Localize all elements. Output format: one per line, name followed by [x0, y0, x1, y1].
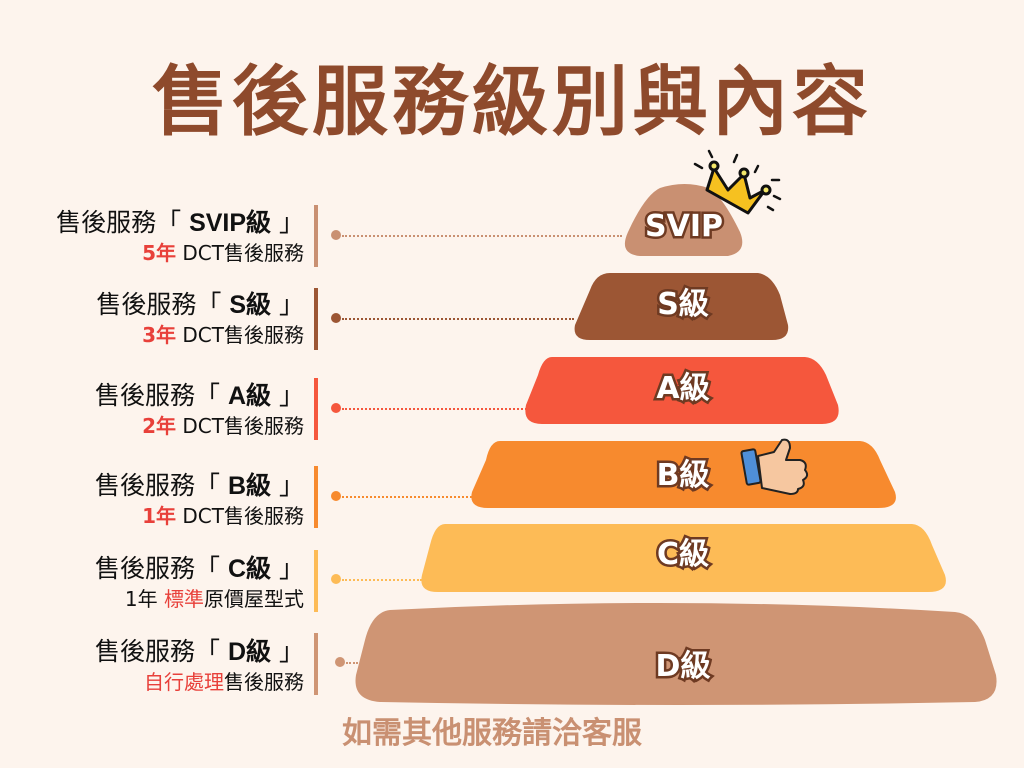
- level-highlight: 自行處理: [144, 670, 224, 694]
- level-desc: DCT售後服務: [176, 504, 304, 528]
- pyramid-level-svip: [624, 184, 743, 256]
- level-suffix: 」: [271, 290, 304, 319]
- pyramid-label-svip: SVIP: [645, 209, 723, 244]
- connector-dot: [331, 403, 341, 413]
- pyramid-label-d: D級: [656, 649, 711, 684]
- level-grade: SVIP級: [189, 209, 272, 237]
- level-prefix: 售後服務「: [95, 637, 228, 666]
- connector-dot: [335, 657, 345, 667]
- level-highlight: 標準: [164, 587, 204, 611]
- connector-line: [342, 496, 472, 498]
- divider-bar: [314, 288, 318, 350]
- connector-line: [342, 408, 527, 410]
- level-grade: B級: [227, 472, 272, 500]
- pyramid-label-c: C級: [657, 537, 709, 572]
- level-prefix: 售後服務「: [96, 290, 230, 319]
- footer-note: 如需其他服務請洽客服: [0, 708, 1024, 752]
- level-suffix: 」: [271, 381, 304, 410]
- divider-bar: [314, 466, 318, 528]
- level-prefix: 售後服務「: [95, 471, 228, 500]
- level-prefix: 售後服務「: [95, 381, 228, 410]
- level-suffix: 」: [271, 637, 304, 666]
- divider-bar: [314, 633, 318, 695]
- level-row-s: 售後服務「 S級 」 3年 DCT售後服務: [96, 289, 304, 349]
- level-prefix: 售後服務「: [95, 554, 228, 583]
- level-row-d: 售後服務「 D級 」 自行處理售後服務: [95, 636, 304, 696]
- level-row-svip: 售後服務「 SVIP級 」 5年 DCT售後服務: [56, 207, 304, 267]
- connector-dot: [331, 574, 341, 584]
- connector-line: [342, 235, 622, 237]
- level-highlight: 2年: [142, 414, 177, 438]
- divider-bar: [314, 550, 318, 612]
- level-highlight: 5年: [142, 241, 177, 265]
- level-desc: DCT售後服務: [176, 241, 304, 265]
- divider-bar: [314, 205, 318, 267]
- level-row-a: 售後服務「 A級 」 2年 DCT售後服務: [95, 380, 304, 440]
- level-grade: A級: [227, 382, 272, 410]
- level-suffix: 」: [271, 471, 304, 500]
- connector-line: [342, 579, 422, 581]
- level-desc: DCT售後服務: [176, 323, 304, 347]
- level-desc: 售後服務: [224, 670, 304, 694]
- footer-text: 如需其他服務請洽客服: [342, 716, 642, 751]
- pyramid-level-d: [355, 602, 997, 705]
- level-prefix: 售後服務「: [56, 208, 190, 237]
- pyramid-level-c: [421, 524, 946, 592]
- level-grade: C級: [227, 555, 272, 583]
- pyramid-label-a: A級: [656, 371, 709, 406]
- level-row-b: 售後服務「 B級 」 1年 DCT售後服務: [95, 470, 304, 530]
- pyramid-level-s: [574, 273, 789, 340]
- crown-icon: [693, 149, 782, 215]
- level-grade: D級: [227, 638, 272, 666]
- level-suffix: 」: [271, 554, 304, 583]
- level-highlight: 1年: [142, 504, 177, 528]
- level-suffix: 」: [271, 208, 304, 237]
- level-desc: DCT售後服務: [176, 414, 304, 438]
- level-lead: 1年: [124, 587, 164, 611]
- pyramid-label-b: B級: [657, 458, 710, 493]
- level-grade: S級: [229, 291, 272, 319]
- connector-dot: [331, 491, 341, 501]
- connector-dot: [331, 313, 341, 323]
- level-desc: 原價屋型式: [204, 587, 304, 611]
- divider-bar: [314, 378, 318, 440]
- pyramid-label-s: S級: [657, 287, 709, 322]
- page-title: 售後服務級別與內容: [152, 57, 872, 146]
- pyramid-level-a: [525, 357, 839, 424]
- connector-line: [346, 662, 358, 664]
- thumbs-up-icon: [740, 438, 809, 495]
- connector-dot: [331, 230, 341, 240]
- level-row-c: 售後服務「 C級 」 1年 標準原價屋型式: [95, 553, 304, 613]
- connector-line: [342, 318, 574, 320]
- level-highlight: 3年: [142, 323, 177, 347]
